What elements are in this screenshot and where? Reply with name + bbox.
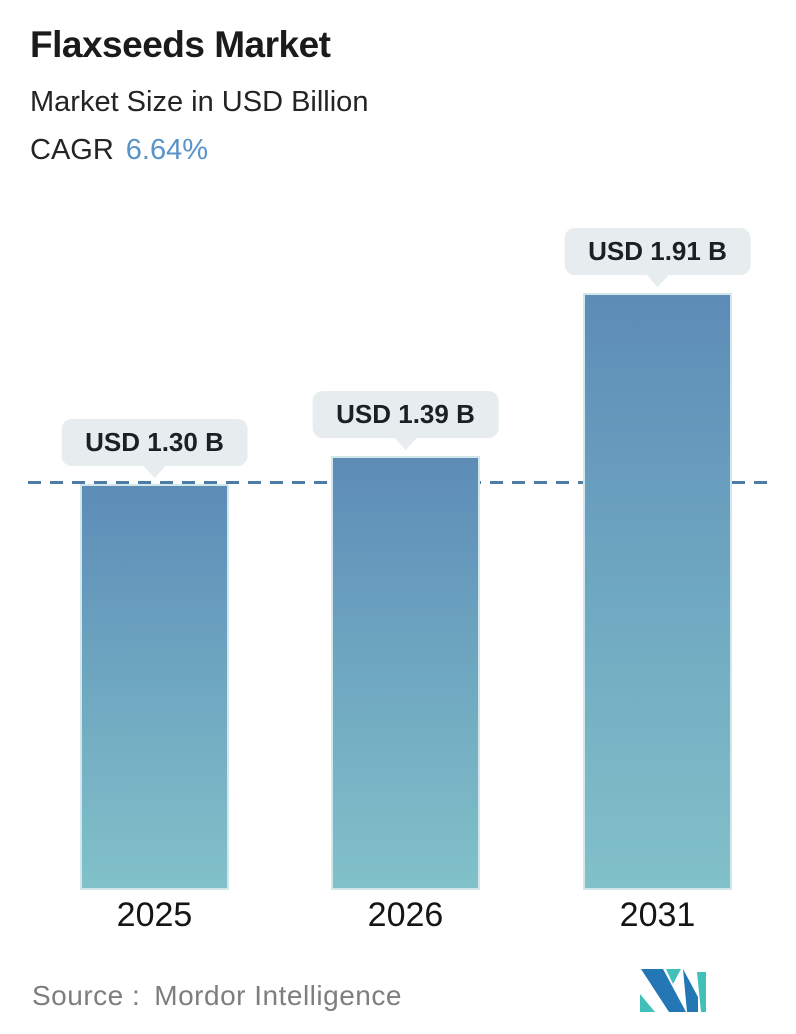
source-value: Mordor Intelligence [154, 980, 402, 1011]
page-title: Flaxseeds Market [30, 24, 331, 65]
axis-label-2025: 2025 [116, 896, 193, 934]
bar-group-2031: USD 1.91 B 2031 [564, 200, 751, 934]
bar-2025 [80, 484, 229, 890]
cagr-value: 6.64% [125, 134, 209, 166]
axis-label-2031: 2031 [619, 896, 696, 934]
value-bubble-2031: USD 1.91 B [564, 228, 751, 275]
bar-2031 [583, 293, 732, 890]
cagr-line: CAGR 6.64% [30, 134, 368, 167]
value-bubble-2026: USD 1.39 B [312, 391, 499, 438]
bar-2026 [331, 456, 480, 890]
mordor-intelligence-logo [640, 969, 706, 1012]
source-line: Source : Mordor Intelligence [32, 980, 402, 1012]
bar-chart-area: USD 1.30 B 2025 USD 1.39 B 2026 USD 1.91… [28, 200, 770, 934]
bar-group-2026: USD 1.39 B 2026 [312, 200, 499, 934]
chart-header: Flaxseeds Market Market Size in USD Bill… [30, 24, 368, 167]
chart-subtitle: Market Size in USD Billion [30, 86, 369, 118]
cagr-label: CAGR [30, 134, 114, 166]
axis-label-2026: 2026 [367, 896, 444, 934]
value-bubble-2025: USD 1.30 B [61, 419, 248, 466]
bar-group-2025: USD 1.30 B 2025 [61, 200, 248, 934]
source-label: Source : [32, 980, 141, 1011]
